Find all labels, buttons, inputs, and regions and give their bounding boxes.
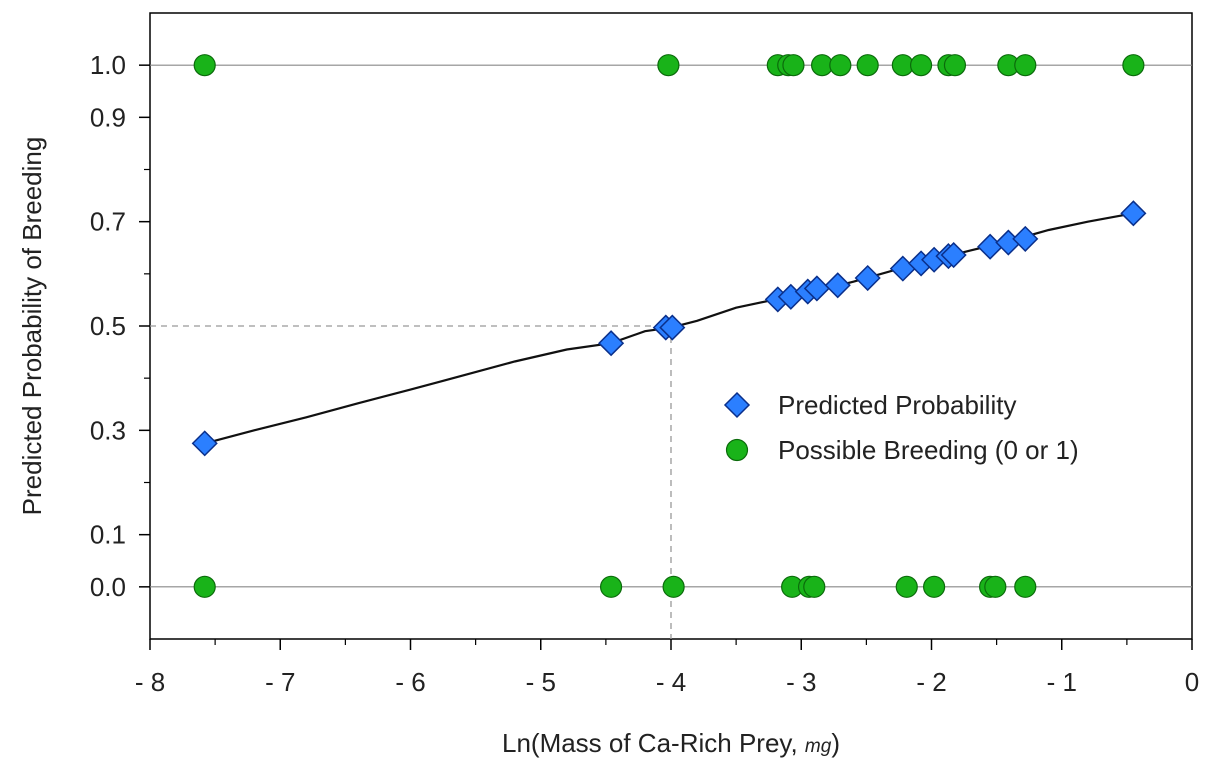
breeding-point [803,575,826,598]
plot-area [149,12,1193,640]
predicted-point [940,241,967,269]
y-tick-label: 0.9 [90,102,126,132]
x-tick-label: - 4 [656,667,686,697]
x-axis-title: Ln(Mass of Ca-Rich Prey, mg) [502,728,840,758]
x-axis-title-unit: mg [805,736,832,757]
y-tick-label: 0.7 [90,207,126,237]
predicted-point [1120,200,1147,227]
data-points [191,54,1147,598]
predicted-point [191,430,218,457]
predicted-point [659,314,686,341]
predicted-point [803,275,830,302]
y-tick-label: 1.0 [90,50,126,80]
legend-circle-marker [725,438,749,462]
breeding-point [1014,575,1037,598]
breeding-point [1014,54,1037,77]
legend-item-breeding: Possible Breeding (0 or 1) [725,435,1079,465]
breeding-point [193,575,216,598]
x-axis-title-close: ) [831,728,840,758]
breeding-point [662,575,685,598]
legend-item-predicted: Predicted Probability [723,390,1016,420]
breeding-point [909,54,933,77]
x-tick-label: - 7 [265,667,295,697]
y-tick-label: 0.0 [90,572,126,602]
y-axis-title: Predicted Probability of Breeding [17,137,47,516]
breeding-point [599,575,623,598]
x-tick-label: - 6 [395,667,425,697]
y-axis: 0.0 0.1 0.3 0.5 0.7 0.9 1.0 [90,50,150,602]
threshold-guides [150,325,672,639]
legend-label-breeding: Possible Breeding (0 or 1) [778,435,1079,465]
breeding-point [782,54,805,77]
x-axis-title-main: Ln(Mass of Ca-Rich Prey, [502,728,805,758]
x-tick-label: - 3 [786,667,816,697]
x-tick-label: - 8 [135,667,165,697]
breeding-point [943,54,967,77]
legend: Predicted Probability Possible Breeding … [723,390,1079,465]
x-tick-label: 0 [1185,667,1199,697]
breeding-point [657,54,680,77]
predicted-point [854,264,881,292]
x-tick-label: - 2 [916,667,946,697]
breeding-point [923,575,946,598]
breeding-point [193,54,216,77]
breeding-point [829,54,852,77]
breeding-point [1122,54,1145,77]
x-tick-label: - 1 [1047,667,1077,697]
x-axis: - 8 - 7 - 6 - 5 - 4 - 3 - 2 - 1 0 [135,639,1199,697]
legend-diamond-marker [723,391,751,419]
legend-label-predicted: Predicted Probability [778,390,1016,420]
y-tick-label: 0.5 [90,311,126,341]
predicted-point [824,272,851,299]
breeding-point [856,54,879,77]
breeding-point [895,575,918,598]
predicted-point [1012,225,1039,252]
breeding-point [984,575,1007,598]
predicted-point [598,330,625,357]
y-tick-label: 0.3 [90,415,126,445]
x-tick-label: - 5 [526,667,556,697]
y-tick-label: 0.1 [90,520,126,550]
